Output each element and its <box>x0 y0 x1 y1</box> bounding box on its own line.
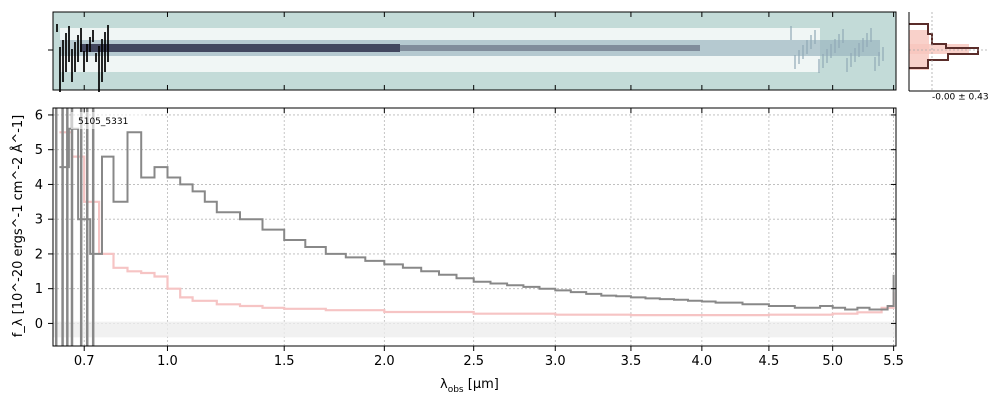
trace-noise-column <box>798 50 800 64</box>
trace-noise-column <box>838 34 840 48</box>
trace-noise-column <box>68 26 70 62</box>
trace-core <box>80 44 400 52</box>
trace-noise-column <box>65 33 67 72</box>
x-tick-label: 4.0 <box>692 354 713 369</box>
trace-noise-column <box>802 45 804 59</box>
trace-noise-column <box>834 39 836 53</box>
y-tick-label: 1 <box>35 282 43 297</box>
trace-noise-column <box>830 44 832 58</box>
series-layer <box>54 108 895 346</box>
y-axis-title: f_λ [10^-20 ergs^-1 cm^-2 Å^-1] <box>10 115 26 338</box>
x-axis-title-main: λ <box>440 377 448 392</box>
annotation-box <box>71 112 145 129</box>
x-tick-label: 2.5 <box>463 354 484 369</box>
spectrum-2d-trace <box>56 24 884 92</box>
spectrum-1d-panel: 0.7 1.0 1.5 2.0 2.5 3.0 3.5 4.0 4.5 5.0 5.5 0 1 2 3 4 5… <box>35 107 904 369</box>
series-model-line <box>59 131 895 317</box>
x-tick-label: 5.0 <box>822 354 843 369</box>
trace-noise-column <box>862 38 864 52</box>
trace-noise-column <box>810 35 812 49</box>
profile-panel: -0.00 ± 0.43 <box>908 12 989 103</box>
x-tick-label: 0.7 <box>74 354 95 369</box>
y-tick-label: 4 <box>35 178 43 193</box>
series-flux-line <box>59 127 895 311</box>
trace-noise-column <box>842 29 844 43</box>
spectrum-2d-panel <box>48 11 897 92</box>
y-tick-label: 0 <box>35 317 43 332</box>
trace-noise-column <box>62 40 64 82</box>
trace-noise-column <box>882 47 884 61</box>
x-axis-title-sub: obs <box>448 385 464 395</box>
trace-noise-column <box>874 57 876 71</box>
trace-noise-column <box>794 55 796 69</box>
x-axis-title: λobs [μm] <box>440 377 499 395</box>
profile-stat-label: -0.00 ± 0.43 <box>932 93 989 103</box>
trace-noise-column <box>86 44 88 62</box>
x-tick-label: 2.0 <box>374 354 395 369</box>
trace-noise-column <box>98 46 100 92</box>
trace-noise-column <box>850 53 852 67</box>
x-tick-label: 3.5 <box>621 354 642 369</box>
trace-noise-column <box>95 53 97 62</box>
trace-noise-column <box>846 58 848 72</box>
trace-noise-column <box>866 33 868 47</box>
trace-noise-column <box>790 26 792 40</box>
trace-noise-column <box>83 51 85 72</box>
trace-noise-column <box>878 52 880 66</box>
trace-noise-column <box>858 43 860 57</box>
plot-frame <box>52 107 897 347</box>
profile-fill <box>909 44 969 54</box>
zero-band <box>53 321 896 338</box>
trace-noise-column <box>89 37 91 52</box>
trace-noise-column <box>854 48 856 62</box>
plot-area <box>53 108 896 346</box>
trace-tail <box>400 45 700 51</box>
trace-noise-column <box>107 25 109 62</box>
trace-noise-column <box>806 40 808 54</box>
x-tick-label: 4.5 <box>759 354 780 369</box>
trace-noise-column <box>104 32 106 72</box>
x-tick-label: 1.0 <box>157 354 178 369</box>
spectrum-2d-ticks <box>48 12 895 90</box>
y-tick-label: 6 <box>35 108 43 123</box>
y-axis-ticks: 0 1 2 3 4 5 6 <box>35 108 896 332</box>
x-tick-label: 5.5 <box>883 354 904 369</box>
trace-noise-column <box>74 42 76 72</box>
trace-noise-column <box>818 59 820 73</box>
trace-noise-column <box>77 35 79 62</box>
profile-marks <box>909 12 988 91</box>
x-axis-ticks: 0.7 1.0 1.5 2.0 2.5 3.0 3.5 4.0 4.5 5.0 5.5 <box>74 108 904 369</box>
trace-noise-column <box>870 28 872 42</box>
x-axis-title-unit: [μm] <box>464 377 499 392</box>
trace-noise-column <box>71 49 73 82</box>
trace-noise-column <box>826 49 828 63</box>
x-tick-label: 1.5 <box>274 354 295 369</box>
x-tick-label: 3.0 <box>545 354 566 369</box>
trace-noise-column <box>101 39 103 82</box>
spectrum-2d-frame <box>52 11 897 91</box>
trace-noise-column <box>59 47 61 92</box>
trace-noise-column <box>56 24 58 32</box>
y-tick-label: 3 <box>35 213 43 228</box>
y-tick-label: 2 <box>35 247 43 262</box>
chart-annotation: 5105_5331 <box>78 117 128 127</box>
trace-noise-column <box>92 30 94 42</box>
zero-band-rect <box>53 321 896 338</box>
trace-noise-column <box>814 30 816 44</box>
profile-line <box>909 23 979 69</box>
trace-noise-column <box>822 54 824 68</box>
trace-noise-column <box>80 28 82 52</box>
y-tick-label: 5 <box>35 143 43 158</box>
